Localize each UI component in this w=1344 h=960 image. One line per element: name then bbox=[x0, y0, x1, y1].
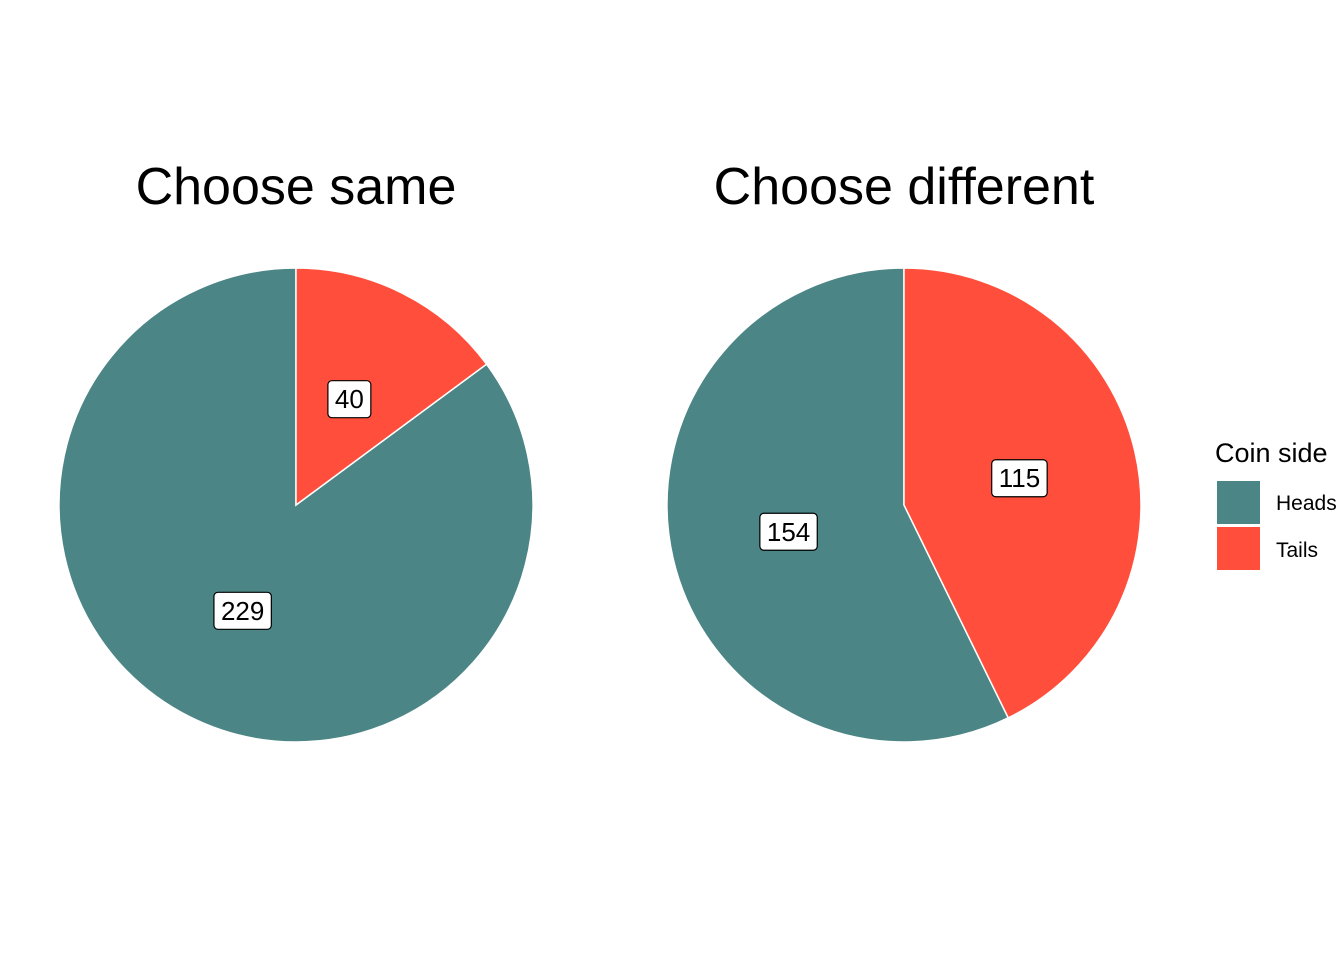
pie-slice-tails bbox=[295, 267, 488, 507]
pie-data-labels: 229 40 bbox=[213, 380, 372, 630]
pie-data-labels: 154 115 bbox=[759, 459, 1048, 551]
panel-title: Choose same bbox=[136, 158, 457, 216]
data-label-tails: 40 bbox=[335, 384, 364, 414]
pie-panel-choose-different: Choose different 154 115 bbox=[666, 158, 1142, 743]
pie-panel-choose-same: Choose same 229 40 bbox=[58, 158, 534, 743]
data-label-tails: 115 bbox=[999, 463, 1040, 493]
pie-slices bbox=[58, 267, 534, 743]
data-label-heads: 154 bbox=[767, 517, 810, 547]
pie-slice-heads bbox=[666, 267, 1010, 743]
data-label-box bbox=[759, 512, 818, 551]
legend-key-heads bbox=[1217, 481, 1260, 524]
pie-slices bbox=[666, 267, 1142, 743]
legend-label-heads: Heads bbox=[1276, 492, 1337, 515]
legend-title: Coin side bbox=[1215, 438, 1328, 468]
legend: Coin side Heads Tails bbox=[1215, 438, 1337, 570]
data-label-box bbox=[991, 459, 1048, 498]
data-label-heads: 229 bbox=[221, 596, 264, 626]
legend-label-tails: Tails bbox=[1276, 539, 1318, 562]
panel-title: Choose different bbox=[714, 158, 1095, 216]
data-label-box bbox=[213, 591, 272, 630]
data-label-box bbox=[327, 380, 372, 419]
legend-key-tails bbox=[1217, 527, 1260, 570]
